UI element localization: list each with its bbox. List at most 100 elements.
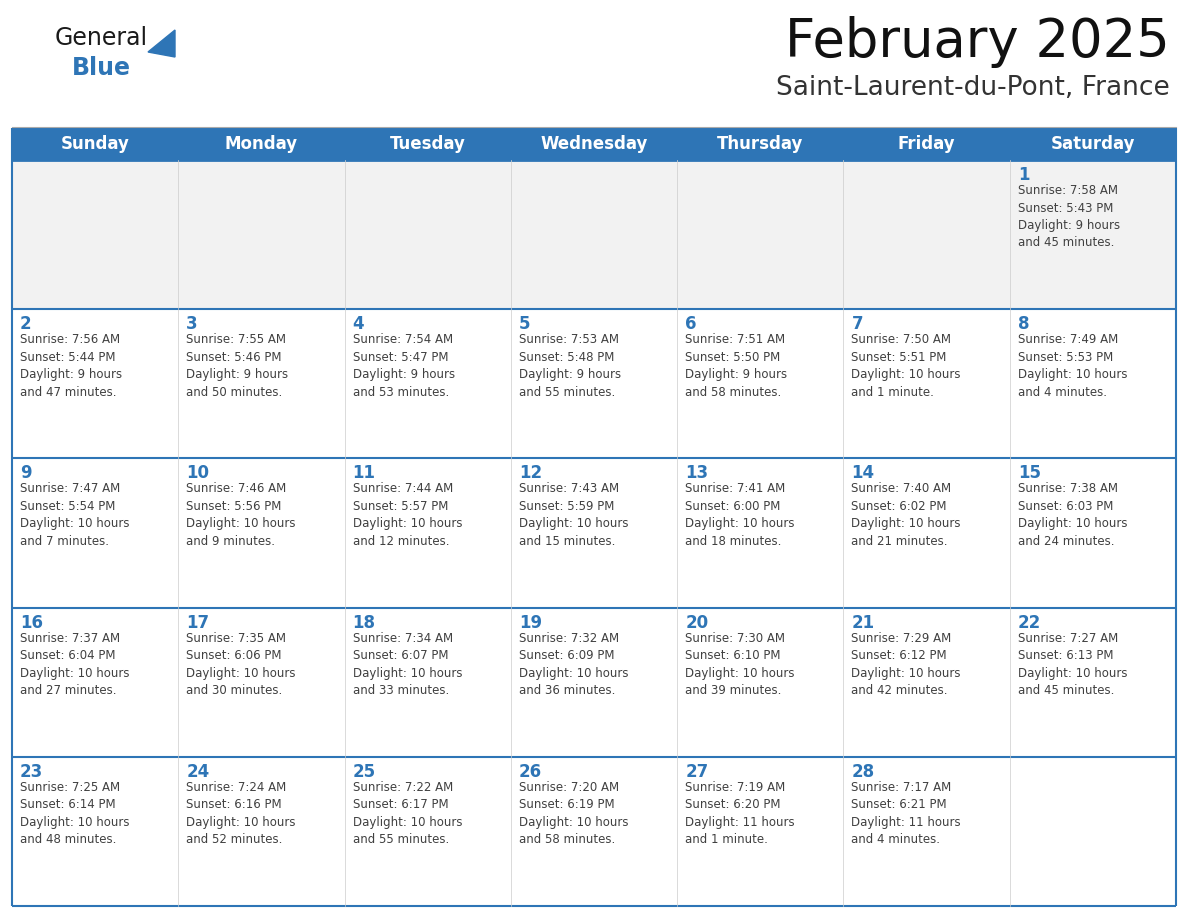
Bar: [511, 309, 677, 458]
Text: February 2025: February 2025: [785, 16, 1170, 68]
Text: Saint-Laurent-du-Pont, France: Saint-Laurent-du-Pont, France: [776, 75, 1170, 101]
Bar: [12, 756, 178, 906]
Bar: [345, 160, 511, 309]
Text: General: General: [55, 26, 148, 50]
Text: 13: 13: [685, 465, 708, 482]
Text: 3: 3: [187, 315, 198, 333]
Bar: [178, 160, 345, 309]
Bar: [1010, 608, 1176, 756]
Text: Thursday: Thursday: [718, 135, 803, 153]
Text: Sunrise: 7:22 AM
Sunset: 6:17 PM
Daylight: 10 hours
and 55 minutes.: Sunrise: 7:22 AM Sunset: 6:17 PM Dayligh…: [353, 781, 462, 846]
Text: Monday: Monday: [225, 135, 298, 153]
Text: 23: 23: [20, 763, 43, 781]
Text: 21: 21: [852, 613, 874, 632]
Text: 20: 20: [685, 613, 708, 632]
Bar: [843, 756, 1010, 906]
Text: Sunrise: 7:46 AM
Sunset: 5:56 PM
Daylight: 10 hours
and 9 minutes.: Sunrise: 7:46 AM Sunset: 5:56 PM Dayligh…: [187, 482, 296, 548]
Text: 6: 6: [685, 315, 696, 333]
Text: 10: 10: [187, 465, 209, 482]
Text: Sunrise: 7:54 AM
Sunset: 5:47 PM
Daylight: 9 hours
and 53 minutes.: Sunrise: 7:54 AM Sunset: 5:47 PM Dayligh…: [353, 333, 455, 398]
Text: Sunrise: 7:53 AM
Sunset: 5:48 PM
Daylight: 9 hours
and 55 minutes.: Sunrise: 7:53 AM Sunset: 5:48 PM Dayligh…: [519, 333, 621, 398]
Bar: [843, 160, 1010, 309]
Text: Sunrise: 7:24 AM
Sunset: 6:16 PM
Daylight: 10 hours
and 52 minutes.: Sunrise: 7:24 AM Sunset: 6:16 PM Dayligh…: [187, 781, 296, 846]
Text: Sunrise: 7:58 AM
Sunset: 5:43 PM
Daylight: 9 hours
and 45 minutes.: Sunrise: 7:58 AM Sunset: 5:43 PM Dayligh…: [1018, 184, 1120, 250]
Text: 24: 24: [187, 763, 209, 781]
Text: 27: 27: [685, 763, 708, 781]
Bar: [1010, 309, 1176, 458]
Bar: [178, 608, 345, 756]
Text: Sunrise: 7:50 AM
Sunset: 5:51 PM
Daylight: 10 hours
and 1 minute.: Sunrise: 7:50 AM Sunset: 5:51 PM Dayligh…: [852, 333, 961, 398]
Text: Sunrise: 7:56 AM
Sunset: 5:44 PM
Daylight: 9 hours
and 47 minutes.: Sunrise: 7:56 AM Sunset: 5:44 PM Dayligh…: [20, 333, 122, 398]
Bar: [511, 160, 677, 309]
Polygon shape: [148, 30, 175, 57]
Text: Blue: Blue: [72, 56, 131, 80]
Text: Sunrise: 7:37 AM
Sunset: 6:04 PM
Daylight: 10 hours
and 27 minutes.: Sunrise: 7:37 AM Sunset: 6:04 PM Dayligh…: [20, 632, 129, 697]
Bar: [677, 160, 843, 309]
Bar: [843, 309, 1010, 458]
Text: 16: 16: [20, 613, 43, 632]
Text: 22: 22: [1018, 613, 1041, 632]
Bar: [178, 458, 345, 608]
Text: Sunrise: 7:35 AM
Sunset: 6:06 PM
Daylight: 10 hours
and 30 minutes.: Sunrise: 7:35 AM Sunset: 6:06 PM Dayligh…: [187, 632, 296, 697]
Bar: [12, 458, 178, 608]
Text: Sunrise: 7:38 AM
Sunset: 6:03 PM
Daylight: 10 hours
and 24 minutes.: Sunrise: 7:38 AM Sunset: 6:03 PM Dayligh…: [1018, 482, 1127, 548]
Text: 7: 7: [852, 315, 862, 333]
Text: Sunrise: 7:17 AM
Sunset: 6:21 PM
Daylight: 11 hours
and 4 minutes.: Sunrise: 7:17 AM Sunset: 6:21 PM Dayligh…: [852, 781, 961, 846]
Text: Sunrise: 7:20 AM
Sunset: 6:19 PM
Daylight: 10 hours
and 58 minutes.: Sunrise: 7:20 AM Sunset: 6:19 PM Dayligh…: [519, 781, 628, 846]
Text: Saturday: Saturday: [1050, 135, 1135, 153]
Text: 17: 17: [187, 613, 209, 632]
Text: 18: 18: [353, 613, 375, 632]
Bar: [345, 458, 511, 608]
Bar: [12, 309, 178, 458]
Text: Sunrise: 7:51 AM
Sunset: 5:50 PM
Daylight: 9 hours
and 58 minutes.: Sunrise: 7:51 AM Sunset: 5:50 PM Dayligh…: [685, 333, 788, 398]
Bar: [677, 309, 843, 458]
Text: Sunrise: 7:27 AM
Sunset: 6:13 PM
Daylight: 10 hours
and 45 minutes.: Sunrise: 7:27 AM Sunset: 6:13 PM Dayligh…: [1018, 632, 1127, 697]
Bar: [12, 128, 1176, 160]
Bar: [178, 309, 345, 458]
Text: 5: 5: [519, 315, 530, 333]
Bar: [345, 309, 511, 458]
Text: Sunrise: 7:43 AM
Sunset: 5:59 PM
Daylight: 10 hours
and 15 minutes.: Sunrise: 7:43 AM Sunset: 5:59 PM Dayligh…: [519, 482, 628, 548]
Text: 19: 19: [519, 613, 542, 632]
Text: Sunrise: 7:55 AM
Sunset: 5:46 PM
Daylight: 9 hours
and 50 minutes.: Sunrise: 7:55 AM Sunset: 5:46 PM Dayligh…: [187, 333, 289, 398]
Bar: [345, 608, 511, 756]
Text: Friday: Friday: [898, 135, 955, 153]
Text: Sunrise: 7:49 AM
Sunset: 5:53 PM
Daylight: 10 hours
and 4 minutes.: Sunrise: 7:49 AM Sunset: 5:53 PM Dayligh…: [1018, 333, 1127, 398]
Bar: [843, 608, 1010, 756]
Text: 26: 26: [519, 763, 542, 781]
Text: Sunday: Sunday: [61, 135, 129, 153]
Text: Sunrise: 7:19 AM
Sunset: 6:20 PM
Daylight: 11 hours
and 1 minute.: Sunrise: 7:19 AM Sunset: 6:20 PM Dayligh…: [685, 781, 795, 846]
Bar: [511, 458, 677, 608]
Text: Sunrise: 7:32 AM
Sunset: 6:09 PM
Daylight: 10 hours
and 36 minutes.: Sunrise: 7:32 AM Sunset: 6:09 PM Dayligh…: [519, 632, 628, 697]
Text: Sunrise: 7:25 AM
Sunset: 6:14 PM
Daylight: 10 hours
and 48 minutes.: Sunrise: 7:25 AM Sunset: 6:14 PM Dayligh…: [20, 781, 129, 846]
Bar: [843, 458, 1010, 608]
Bar: [1010, 756, 1176, 906]
Text: Sunrise: 7:30 AM
Sunset: 6:10 PM
Daylight: 10 hours
and 39 minutes.: Sunrise: 7:30 AM Sunset: 6:10 PM Dayligh…: [685, 632, 795, 697]
Bar: [677, 756, 843, 906]
Bar: [677, 458, 843, 608]
Text: 14: 14: [852, 465, 874, 482]
Text: Sunrise: 7:41 AM
Sunset: 6:00 PM
Daylight: 10 hours
and 18 minutes.: Sunrise: 7:41 AM Sunset: 6:00 PM Dayligh…: [685, 482, 795, 548]
Bar: [12, 160, 178, 309]
Text: 12: 12: [519, 465, 542, 482]
Bar: [511, 608, 677, 756]
Text: Sunrise: 7:44 AM
Sunset: 5:57 PM
Daylight: 10 hours
and 12 minutes.: Sunrise: 7:44 AM Sunset: 5:57 PM Dayligh…: [353, 482, 462, 548]
Text: 11: 11: [353, 465, 375, 482]
Text: Wednesday: Wednesday: [541, 135, 647, 153]
Bar: [12, 608, 178, 756]
Text: 2: 2: [20, 315, 32, 333]
Text: Tuesday: Tuesday: [390, 135, 466, 153]
Bar: [1010, 458, 1176, 608]
Bar: [677, 608, 843, 756]
Bar: [178, 756, 345, 906]
Text: Sunrise: 7:29 AM
Sunset: 6:12 PM
Daylight: 10 hours
and 42 minutes.: Sunrise: 7:29 AM Sunset: 6:12 PM Dayligh…: [852, 632, 961, 697]
Bar: [1010, 160, 1176, 309]
Text: 25: 25: [353, 763, 375, 781]
Text: Sunrise: 7:34 AM
Sunset: 6:07 PM
Daylight: 10 hours
and 33 minutes.: Sunrise: 7:34 AM Sunset: 6:07 PM Dayligh…: [353, 632, 462, 697]
Text: 28: 28: [852, 763, 874, 781]
Text: 8: 8: [1018, 315, 1029, 333]
Text: 9: 9: [20, 465, 32, 482]
Text: Sunrise: 7:40 AM
Sunset: 6:02 PM
Daylight: 10 hours
and 21 minutes.: Sunrise: 7:40 AM Sunset: 6:02 PM Dayligh…: [852, 482, 961, 548]
Text: 15: 15: [1018, 465, 1041, 482]
Text: 1: 1: [1018, 166, 1029, 184]
